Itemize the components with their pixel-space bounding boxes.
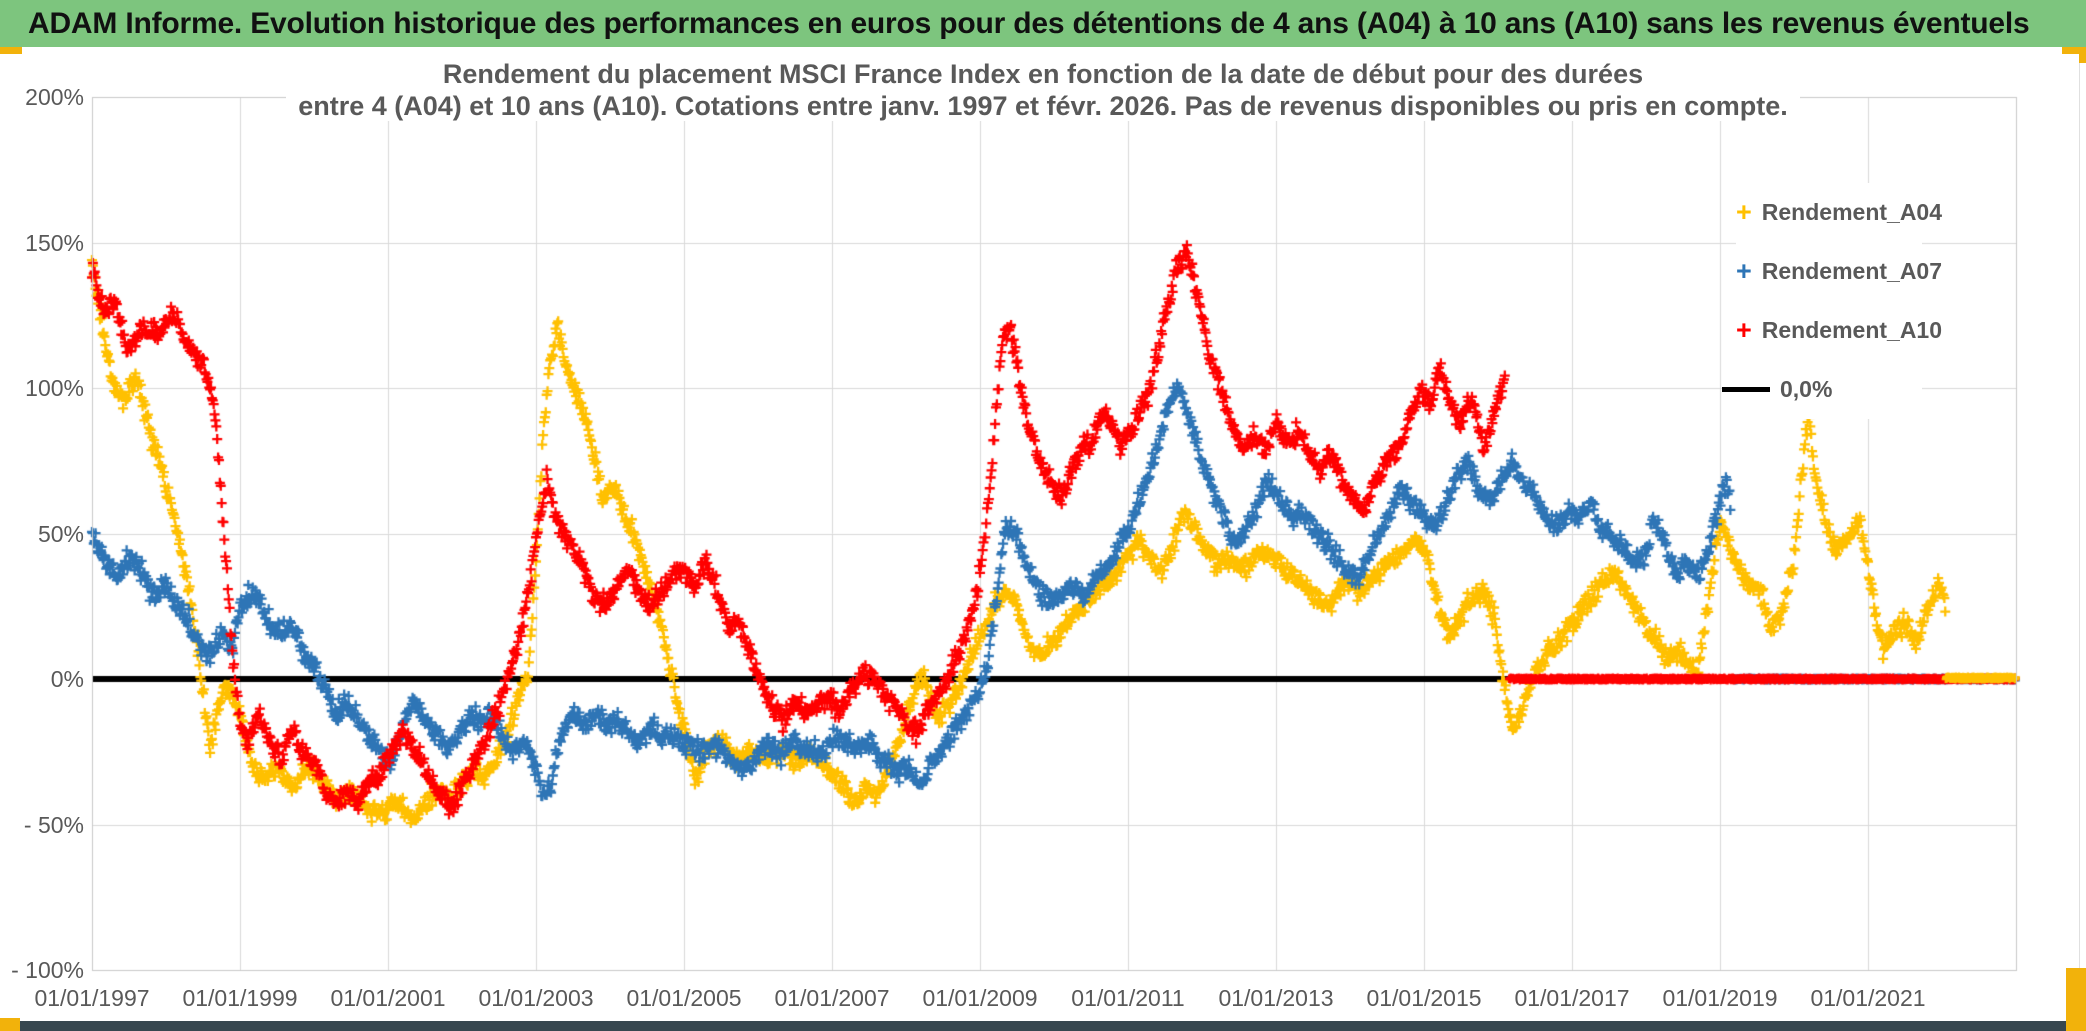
x-axis-label: 01/01/2013 [1218,985,1334,1011]
legend-item-a07: + Rendement_A07 [1736,242,1942,301]
x-axis-label: 01/01/2021 [1810,985,1926,1011]
y-axis-label: 200% [25,84,84,110]
x-axis-label: 01/01/2001 [330,985,446,1011]
page-title: ADAM Informe. Evolution historique des p… [28,6,2030,40]
legend-label-a04: Rendement_A04 [1761,199,1943,225]
accent-top-left [0,47,22,54]
plus-marker-icon: + [1736,315,1752,345]
y-axis-label: 50% [37,520,84,547]
accent-bottom-left [0,1018,20,1031]
legend-item-a04: + Rendement_A04 [1736,183,1942,242]
chart-frame-border [2079,47,2080,1021]
x-axis-label: 01/01/2007 [774,985,890,1011]
plus-marker-icon: + [1736,197,1752,227]
x-axis-label: 01/01/1997 [34,985,150,1011]
legend-label-a07: Rendement_A07 [1761,258,1943,284]
legend-label-zero: 0,0% [1780,376,1833,402]
bottom-bar [0,1021,2086,1031]
x-axis-label: 01/01/2015 [1366,985,1482,1011]
legend-label-a10: Rendement_A10 [1761,317,1943,343]
x-axis-label: 01/01/2005 [626,985,742,1011]
legend-item-zero-line: 0,0% [1722,360,1922,419]
zero-line-sample [1722,387,1770,392]
title-bar: ADAM Informe. Evolution historique des p… [0,0,2086,47]
y-axis-label: - 50% [23,811,84,838]
legend-item-a10: + Rendement_A10 [1736,301,1942,360]
accent-top-right [2062,47,2086,54]
y-axis-label: 100% [25,375,84,401]
x-axis-label: 01/01/1999 [182,985,298,1011]
x-axis-label: 01/01/2017 [1514,985,1630,1011]
y-axis-label: 0% [50,666,84,692]
chart-area: Rendement du placement MSCI France Index… [0,47,2086,1021]
y-axis-label: - 100% [11,957,84,983]
x-axis-label: 01/01/2009 [922,985,1038,1011]
accent-top-right-corner [2079,47,2086,63]
legend: + Rendement_A04 + Rendement_A07 + Rendem… [1722,183,1942,419]
accent-bottom-right [2066,968,2086,1031]
x-axis-label: 01/01/2003 [478,985,594,1011]
x-axis-label: 01/01/2011 [1071,985,1185,1011]
x-axis-label: 01/01/2019 [1662,985,1778,1011]
y-axis-label: 150% [25,229,84,256]
plus-marker-icon: + [1736,256,1752,286]
